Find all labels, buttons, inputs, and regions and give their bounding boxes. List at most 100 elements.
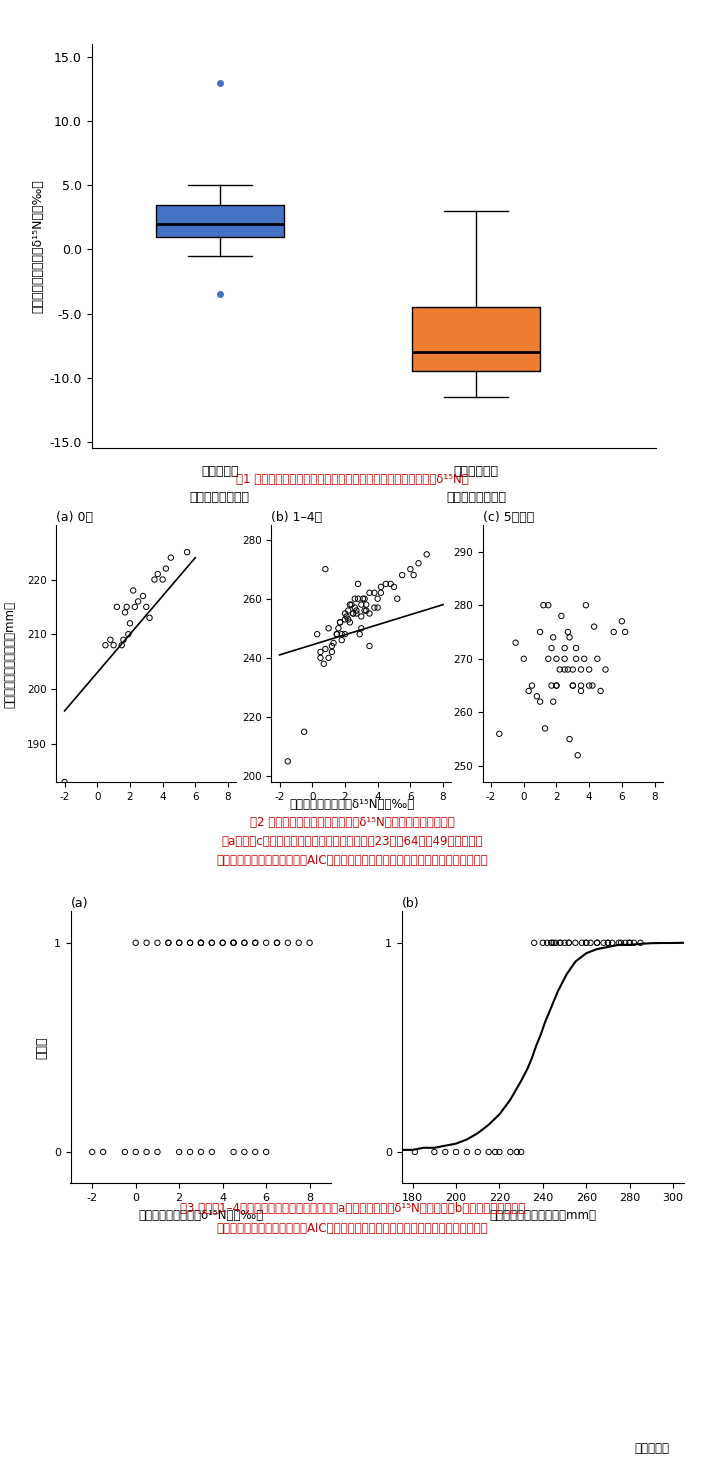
Point [344, 592, 355, 616]
Point [173, 931, 185, 954]
Point [532, 685, 543, 709]
Point [271, 931, 283, 954]
Point [217, 931, 228, 954]
Point [312, 622, 323, 645]
Point [352, 587, 364, 610]
Point [130, 1141, 141, 1164]
Point [185, 931, 196, 954]
Point [206, 1141, 217, 1164]
Text: 農地外の植物: 農地外の植物 [454, 465, 498, 478]
Text: (c) 5歳以上: (c) 5歳以上 [483, 510, 534, 523]
Point [341, 604, 352, 628]
Point [551, 647, 562, 670]
Point [250, 1141, 261, 1164]
Point [472, 1141, 484, 1164]
Point [523, 679, 534, 703]
Point [567, 657, 578, 681]
Point [359, 587, 370, 610]
Point [318, 653, 329, 676]
Point [315, 647, 326, 670]
Point [529, 931, 540, 954]
Point [396, 563, 407, 587]
Text: （a）～（c）は各齢を示し、個体数はそれぞれ23頭、64頭、49頭である。: （a）～（c）は各齢を示し、個体数はそれぞれ23頭、64頭、49頭である。 [222, 835, 483, 848]
Point [429, 1141, 440, 1164]
Point [624, 931, 635, 954]
Point [551, 673, 562, 697]
X-axis label: 窒素安定同位体比（δ¹⁵N値、‰）: 窒素安定同位体比（δ¹⁵N値、‰） [138, 1208, 264, 1222]
Point [567, 673, 578, 697]
Point [123, 622, 134, 645]
Point [570, 647, 582, 670]
Point [119, 1141, 130, 1164]
Point [546, 931, 557, 954]
Point [591, 647, 603, 670]
Point [550, 931, 561, 954]
Point [567, 673, 578, 697]
Point [555, 931, 566, 954]
Point [282, 750, 293, 773]
Point [59, 770, 70, 794]
Point [326, 634, 338, 657]
Point [228, 931, 239, 954]
Point [375, 581, 386, 604]
Point [620, 931, 631, 954]
Point [239, 1141, 250, 1164]
Point [375, 575, 386, 598]
Point [575, 679, 587, 703]
Point [572, 744, 583, 767]
Point [185, 931, 196, 954]
Y-axis label: 妊娠率: 妊娠率 [35, 1036, 48, 1058]
Point [600, 657, 611, 681]
Point [483, 1141, 494, 1164]
Point [563, 620, 574, 644]
Point [343, 598, 354, 622]
Point [461, 1141, 472, 1164]
Point [606, 931, 618, 954]
Point [271, 931, 283, 954]
Point [195, 931, 207, 954]
PathPatch shape [412, 307, 540, 372]
Point [356, 616, 367, 639]
Point [616, 610, 627, 634]
Point [348, 601, 359, 625]
Point [141, 931, 152, 954]
PathPatch shape [156, 204, 284, 237]
Point [541, 931, 553, 954]
Point [546, 931, 557, 954]
Point [564, 728, 575, 751]
Point [380, 572, 391, 595]
Point [493, 722, 505, 745]
Point [217, 931, 228, 954]
Point [563, 931, 575, 954]
Point [505, 1141, 516, 1164]
Text: 被害農作物: 被害農作物 [201, 465, 238, 478]
Point [339, 601, 350, 625]
Point [141, 595, 152, 619]
Point [554, 657, 565, 681]
Point [527, 673, 538, 697]
Point [548, 931, 559, 954]
Point [323, 616, 334, 639]
Point [118, 628, 129, 651]
Point [413, 551, 424, 575]
Point [206, 931, 217, 954]
Point [511, 1141, 522, 1164]
Point [119, 601, 130, 625]
Point [589, 614, 600, 638]
Point [133, 589, 144, 613]
Point [518, 647, 529, 670]
Point [388, 575, 400, 598]
Point [559, 931, 570, 954]
Point [336, 628, 348, 651]
Point [129, 595, 140, 619]
Point [239, 931, 250, 954]
Point [333, 616, 344, 639]
Point [152, 931, 163, 954]
Point [537, 931, 548, 954]
Point [559, 647, 570, 670]
Point [315, 639, 326, 663]
Point [602, 931, 613, 954]
Point [144, 606, 155, 629]
Point [369, 581, 380, 604]
Point [548, 626, 559, 650]
